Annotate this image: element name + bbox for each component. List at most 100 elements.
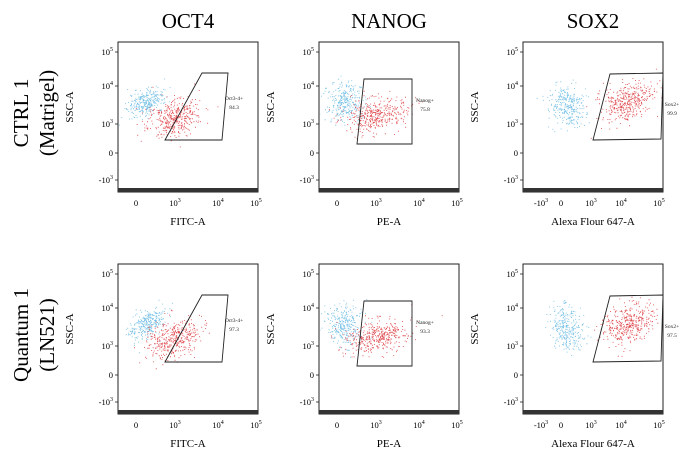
y-tick-label: 105	[507, 269, 519, 279]
x-tick-label: 105	[250, 420, 262, 430]
x-tick-label: 0	[335, 198, 339, 208]
row-label-line2: (Matrigel)	[35, 70, 59, 156]
x-axis-ticks-band	[523, 410, 663, 414]
y-tick-label: -103	[99, 175, 113, 185]
gate-polygon	[356, 78, 413, 145]
x-tick-label: -103	[534, 420, 548, 430]
x-axis-ticks-band	[319, 188, 459, 192]
scatter-points	[119, 78, 219, 148]
gate-label: Oct3-4+	[225, 318, 243, 324]
gate-label: Sox2+	[665, 102, 679, 108]
gate-percentage: 99.9	[667, 111, 677, 117]
column-title-oct4: OCT4	[162, 9, 215, 33]
row-label-line2: (LN521)	[35, 298, 59, 371]
x-tick-label: 105	[653, 198, 665, 208]
scatter-series-stained	[330, 304, 443, 358]
x-axis-ticks-band	[319, 410, 459, 414]
gate-polygon	[356, 300, 413, 367]
y-tick-label: 104	[507, 81, 519, 91]
gate-polygon	[164, 294, 229, 363]
x-tick-label: 103	[370, 420, 382, 430]
y-axis-label: SSC-A	[265, 313, 277, 344]
y-tick-label: 103	[303, 119, 315, 129]
scatter-points	[320, 299, 443, 358]
panel-2-3: 105 104 103 0 -103 SSC-A -103 0 103 104 105 Alexa F…	[469, 263, 679, 450]
row-label-1: CTRL 1 (Matrigel)	[9, 70, 59, 156]
y-tick-label: 0	[310, 370, 314, 380]
row-label-line1: CTRL 1	[9, 79, 33, 148]
y-tick-label: 0	[109, 148, 113, 158]
column-title-sox2: SOX2	[567, 9, 620, 33]
y-axis-label: SSC-A	[469, 313, 481, 344]
x-tick-label: 103	[585, 198, 597, 208]
y-tick-label: 103	[507, 119, 519, 129]
panel-1-3: 105 104 103 0 -103 SSC-A -103 0 103 104 105 Alexa F…	[469, 41, 679, 228]
x-axis-label: Alexa Flour 647-A	[551, 216, 635, 228]
y-tick-label: 105	[102, 47, 114, 57]
gate-polygon	[592, 72, 664, 141]
x-axis-label: FITC-A	[170, 438, 206, 450]
y-tick-label: 0	[514, 148, 518, 158]
x-tick-label: 103	[585, 420, 597, 430]
panel-1-2: 105 104 103 0 -103 SSC-A 0 103 104 105 PE-A Nanog+ 7…	[265, 41, 463, 228]
y-axis-label: SSC-A	[64, 91, 76, 122]
gate-label: Nanog+	[416, 320, 434, 326]
x-tick-label: 103	[169, 198, 181, 208]
y-tick-label: -103	[99, 397, 113, 407]
x-tick-label: 0	[134, 198, 138, 208]
x-tick-label: 105	[451, 420, 463, 430]
y-tick-label: 0	[310, 148, 314, 158]
x-axis-label: PE-A	[377, 216, 402, 228]
y-tick-label: 103	[303, 341, 315, 351]
scatter-points	[125, 299, 210, 370]
column-title-nanog: NANOG	[351, 9, 427, 33]
gate-percentage: 84.3	[229, 105, 239, 111]
gate-percentage: 97.5	[667, 333, 677, 339]
x-axis-label: Alexa Flour 647-A	[551, 438, 635, 450]
x-tick-label: 104	[212, 420, 224, 430]
x-tick-label: 0	[559, 420, 563, 430]
x-tick-label: 105	[653, 420, 665, 430]
y-tick-label: 0	[109, 370, 113, 380]
scatter-points	[536, 68, 662, 139]
y-tick-label: 103	[102, 119, 114, 129]
x-axis-ticks-band	[118, 410, 258, 414]
x-axis-label: FITC-A	[170, 216, 206, 228]
scatter-series-stained	[135, 83, 219, 148]
y-tick-label: 103	[507, 341, 519, 351]
y-tick-label: 103	[102, 341, 114, 351]
panel-2-2: 105 104 103 0 -103 SSC-A 0 103 104 105 PE-A Nanog+ 9…	[265, 263, 463, 450]
scatter-series-control	[320, 299, 373, 358]
y-tick-label: -103	[300, 397, 314, 407]
y-tick-label: 105	[303, 269, 315, 279]
panel-2-1: 105 104 103 0 -103 SSC-A 0 103 104 105 FITC-A Oct3-…	[64, 263, 262, 450]
gate-percentage: 75.8	[420, 107, 430, 113]
plot-frame	[318, 41, 460, 193]
row-label-2: Quantum 1 (LN521)	[9, 288, 59, 382]
x-tick-label: 0	[134, 420, 138, 430]
y-tick-label: 104	[303, 81, 315, 91]
x-tick-label: 104	[413, 198, 425, 208]
x-tick-label: 104	[615, 420, 627, 430]
gate-polygon	[164, 72, 229, 141]
plot-frame	[522, 41, 664, 193]
y-tick-label: -103	[300, 175, 314, 185]
y-tick-label: 0	[514, 370, 518, 380]
gate-polygon	[592, 294, 664, 363]
y-tick-label: 105	[102, 269, 114, 279]
x-tick-label: 105	[250, 198, 262, 208]
scatter-series-stained	[134, 309, 210, 370]
y-tick-label: 104	[507, 303, 519, 313]
panel-1-1: 105 104 103 0 -103 SSC-A 0 103 104 105 FITC-A Oct3-…	[64, 41, 262, 228]
x-axis-ticks-band	[523, 188, 663, 192]
x-tick-label: 0	[559, 198, 563, 208]
scatter-series-stained	[328, 90, 423, 140]
x-tick-label: 105	[451, 198, 463, 208]
y-axis-label: SSC-A	[265, 91, 277, 122]
y-tick-label: -103	[504, 175, 518, 185]
x-tick-label: 104	[413, 420, 425, 430]
y-tick-label: -103	[504, 397, 518, 407]
y-tick-label: 104	[102, 81, 114, 91]
y-tick-label: 104	[102, 303, 114, 313]
